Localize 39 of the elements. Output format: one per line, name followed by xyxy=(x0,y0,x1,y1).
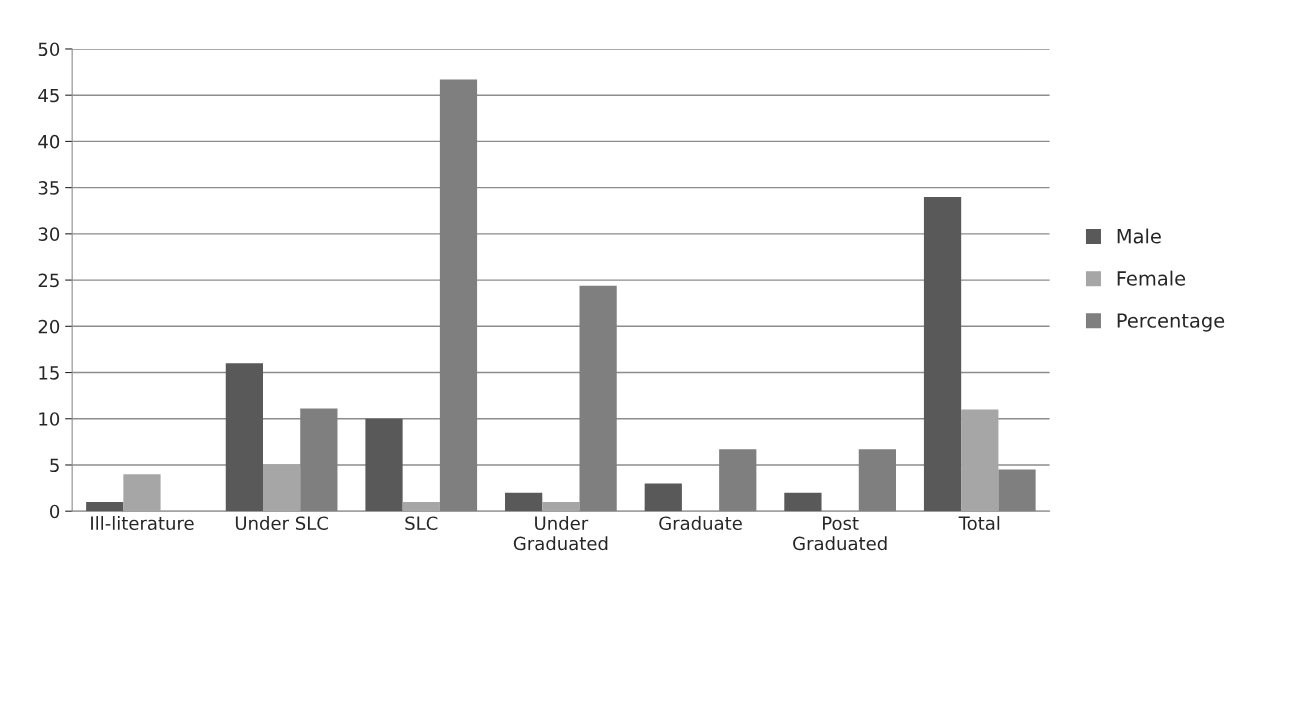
legend-label: Percentage xyxy=(1117,313,1225,332)
x-tick-label: SLC xyxy=(405,516,438,531)
bar xyxy=(262,464,301,512)
bar xyxy=(719,449,757,512)
y-tick-label: 45 xyxy=(38,88,59,103)
x-tick-label: Under SLC xyxy=(235,516,328,531)
y-tick-label: 50 xyxy=(38,42,60,57)
x-tick-label: Ill-literature xyxy=(91,516,194,531)
bar xyxy=(858,449,896,512)
bar xyxy=(402,501,440,512)
bar xyxy=(961,409,999,512)
bar xyxy=(123,474,161,512)
bar xyxy=(923,196,962,512)
bar xyxy=(505,492,543,512)
bar xyxy=(300,408,338,512)
legend-label: Female xyxy=(1117,270,1186,286)
bar xyxy=(644,483,682,512)
y-tick-label: 5 xyxy=(50,458,59,473)
bar xyxy=(542,501,580,512)
bar xyxy=(784,492,822,512)
x-tick-label: Under Graduated xyxy=(513,516,608,551)
bar xyxy=(579,285,617,512)
bar xyxy=(365,418,403,512)
legend-label: Male xyxy=(1117,228,1161,244)
y-tick-label: 40 xyxy=(38,134,60,149)
y-tick-label: 15 xyxy=(39,366,59,380)
x-tick-label: Post Graduated xyxy=(793,516,887,551)
y-tick-label: 0 xyxy=(50,504,60,519)
x-tick-label: Total xyxy=(958,516,1000,531)
y-tick-label: 30 xyxy=(38,227,60,241)
x-tick-label: Graduate xyxy=(659,516,742,531)
bar xyxy=(86,501,124,512)
y-tick-label: 25 xyxy=(38,273,59,288)
bar xyxy=(225,363,263,512)
y-tick-label: 10 xyxy=(39,412,60,426)
bar xyxy=(998,469,1036,512)
y-tick-label: 20 xyxy=(38,319,60,334)
bar xyxy=(439,79,478,512)
y-tick-label: 35 xyxy=(38,181,59,195)
